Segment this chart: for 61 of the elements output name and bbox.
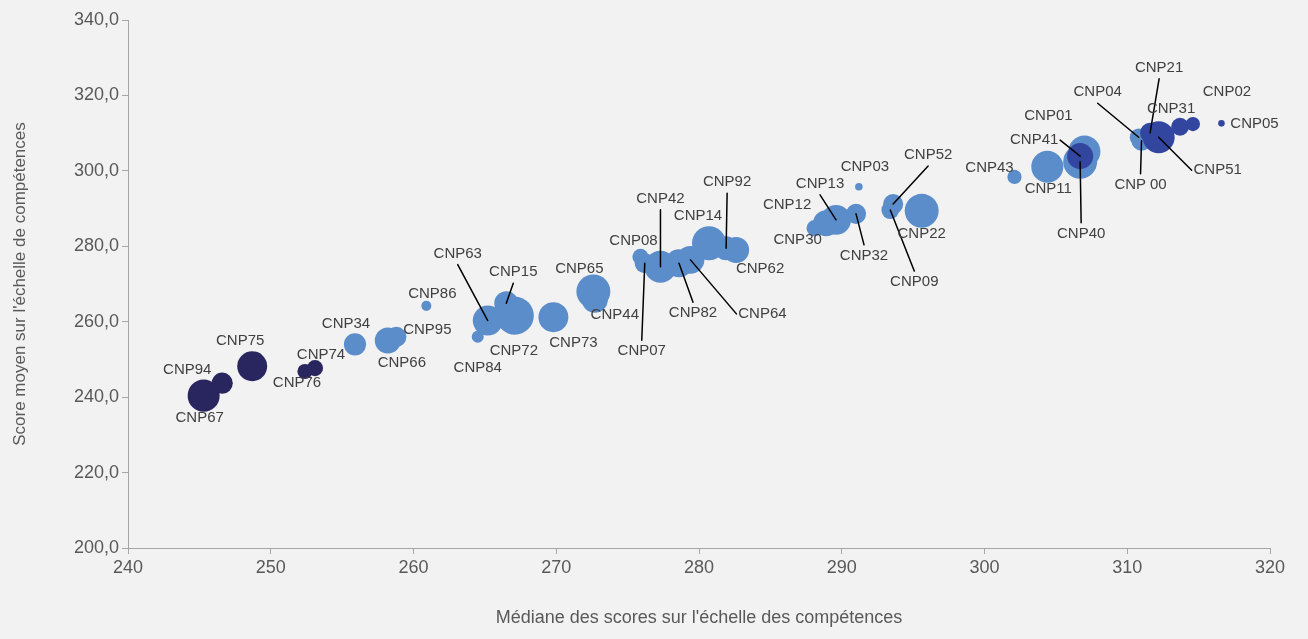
data-label: CNP92 [702,172,752,190]
data-label: CNP94 [163,360,212,378]
data-label: CNP12 [762,195,812,213]
x-tick-label: 250 [255,556,286,577]
data-label: CNP05 [1230,114,1279,132]
data-label: CNP09 [890,272,939,290]
x-axis-title: Médiane des scores sur l'échelle des compétences [495,607,903,628]
data-label: CNP66 [377,352,426,370]
data-label: CNP74 [296,345,346,363]
data-label: CNP84 [453,357,502,375]
data-label: CNP86 [408,284,457,302]
data-label: CNP51 [1193,160,1242,178]
data-label: CNP13 [795,174,845,192]
data-label: CNP11 [1024,178,1072,196]
data-label: CNP63 [433,243,482,261]
x-tick-label: 240 [112,556,144,577]
data-label: CNP07 [617,341,666,359]
data-label: CNP62 [735,259,785,277]
data-label: CNP67 [175,407,224,425]
data-label: CNP15 [489,262,538,280]
x-tick-label: 310 [1112,556,1143,577]
data-label: CNP04 [1073,82,1122,100]
y-axis-title: Score moyen sur l'échelle de compétences [9,122,29,446]
data-label: CNP34 [321,314,371,332]
data-label: CNP 00 [1114,174,1167,192]
data-label: CNP14 [673,206,723,224]
y-tick-label: 220,0 [73,461,119,482]
y-tick-label: 200,0 [73,536,119,557]
data-label: CNP21 [1134,57,1184,75]
data-label: CNP03 [840,156,890,174]
data-label: CNP65 [555,258,604,276]
data-label: CNP30 [773,230,822,248]
y-tick-label: 300,0 [73,159,119,180]
x-tick-label: 260 [398,556,429,577]
data-label: CNP32 [839,245,889,263]
data-label: CNP52 [903,145,953,163]
data-label: CNP95 [403,319,452,337]
data-label: CNP44 [590,304,639,322]
data-label: CNP43 [965,158,1014,176]
data-label: CNP42 [636,188,685,206]
data-label: CNP64 [738,304,787,321]
x-tick-label: 280 [683,556,715,577]
x-tick-label: 320 [1254,556,1286,577]
y-tick-label: 240,0 [73,386,119,407]
data-label: CNP76 [272,372,322,390]
y-tick-label: 280,0 [73,235,119,256]
y-tick-label: 340,0 [73,8,119,29]
y-tick-label: 320,0 [73,84,119,105]
data-label: CNP01 [1024,105,1073,123]
x-tick-label: 290 [826,556,857,577]
data-label: CNP73 [549,333,598,351]
x-tick-label: 300 [969,556,1000,577]
data-label: CNP72 [489,340,539,358]
data-label: CNP08 [609,230,658,248]
data-label: CNP75 [216,331,265,349]
x-tick-label: 270 [541,556,572,577]
y-tick-label: 260,0 [73,310,119,331]
data-label: CNP40 [1056,223,1106,241]
data-label: CNP02 [1202,82,1252,100]
data-label: CNP41 [1009,130,1059,148]
data-label: CNP82 [668,303,718,321]
